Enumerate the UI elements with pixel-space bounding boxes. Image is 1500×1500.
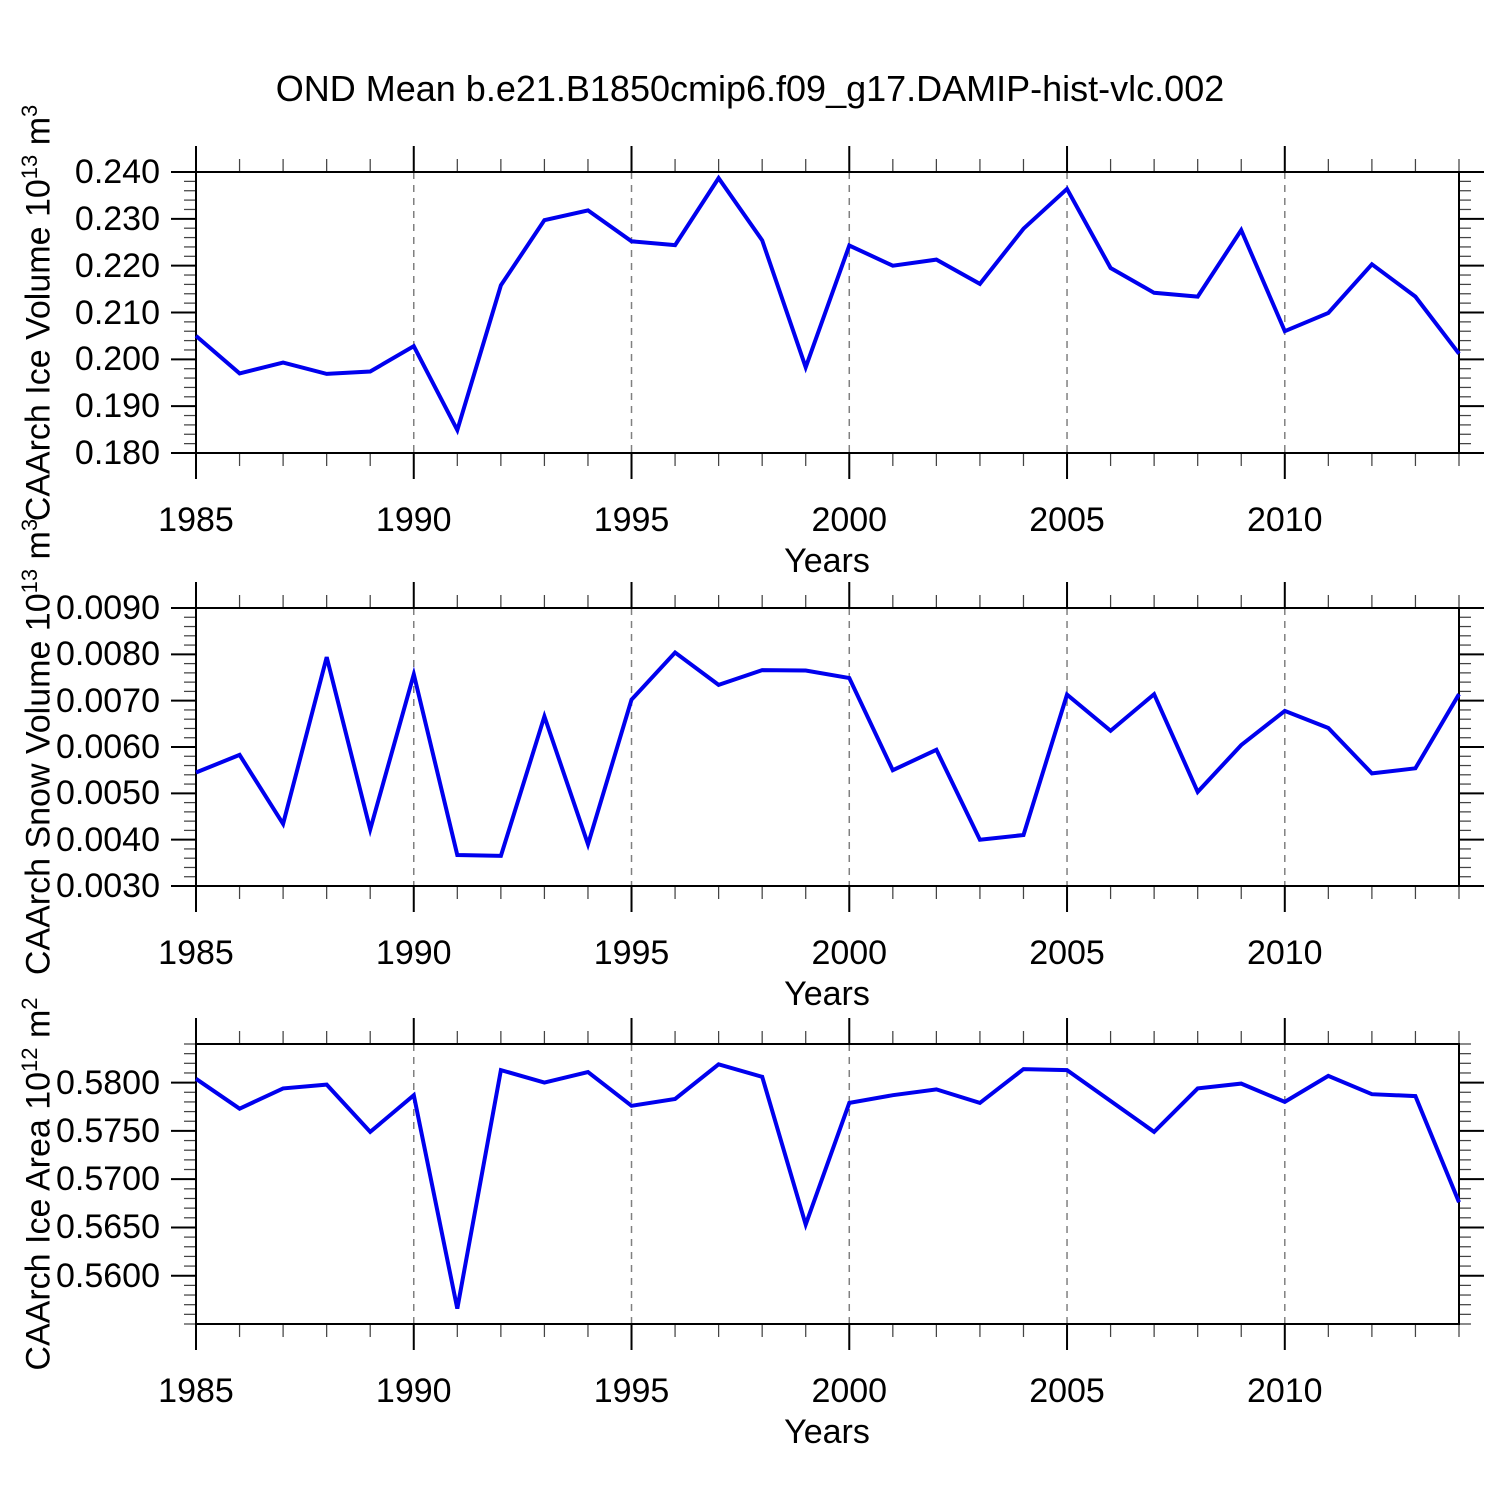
y-axis-title-superscript: 13 [17, 154, 42, 179]
y-axis-title-superscript: 3 [17, 518, 42, 532]
x-tick-label: 1995 [593, 934, 670, 972]
y-tick-label: 0.180 [74, 434, 160, 472]
y-axis-title-text: m [19, 116, 58, 155]
y-tick-label: 0.0030 [56, 867, 160, 905]
y-tick-label: 0.5800 [56, 1063, 160, 1102]
y-tick-label: 0.230 [74, 199, 160, 238]
x-tick-label: 2000 [811, 501, 888, 539]
ice-area-line [194, 1062, 1461, 1309]
y-tick-label: 0.190 [74, 387, 160, 426]
y-tick-label: 0.0070 [56, 681, 160, 720]
y-tick-label: 0.0040 [56, 820, 160, 859]
y-tick-label: 0.5600 [56, 1256, 160, 1295]
x-tick-label: 2010 [1246, 501, 1323, 539]
panel-ice-area [171, 1018, 1484, 1350]
x-tick-label: 2010 [1246, 1372, 1323, 1410]
x-tick-label: 2005 [1029, 501, 1105, 539]
y-tick-label: 0.200 [74, 340, 160, 379]
panel-ice-volume [171, 146, 1484, 479]
y-tick-label: 0.210 [74, 293, 160, 332]
plot-frame [195, 1043, 1460, 1325]
ice-volume-line [194, 174, 1461, 436]
y-axis-title-superscript: 12 [17, 1047, 42, 1072]
x-tick-label: 1990 [375, 934, 452, 972]
x-tick-label: 1990 [375, 501, 452, 539]
y-tick-label: 0.0050 [56, 774, 160, 813]
x-axis-title: Years [784, 1413, 870, 1451]
x-axis-title: Years [784, 975, 870, 1013]
x-tick-label: 1985 [158, 501, 234, 539]
x-tick-label: 2010 [1246, 934, 1323, 972]
plot-frame [195, 607, 1460, 887]
y-axis-title: CAArch Ice Area 1012 m2 [8, 864, 57, 1500]
y-axis-title-superscript: 2 [17, 997, 42, 1010]
y-tick-label: 0.0060 [56, 728, 160, 766]
y-tick-label: 0.0090 [56, 589, 160, 627]
y-axis-title-superscript: 13 [17, 568, 42, 594]
y-tick-label: 0.220 [74, 246, 160, 285]
x-tick-label: 2005 [1029, 934, 1105, 972]
x-tick-label: 1995 [593, 1372, 670, 1410]
y-tick-label: 0.5750 [56, 1111, 160, 1150]
snow-volume-line [195, 649, 1461, 858]
plot-frame [195, 171, 1460, 454]
x-tick-label: 2000 [811, 1372, 888, 1410]
x-tick-label: 2000 [811, 934, 888, 972]
y-tick-label: 0.5650 [56, 1208, 160, 1247]
y-tick-label: 0.240 [74, 153, 160, 191]
y-tick-label: 0.0080 [56, 635, 160, 674]
x-tick-label: 2005 [1029, 1372, 1105, 1410]
y-axis-title-text: CAArch Ice Area 10 [19, 1071, 58, 1371]
x-tick-label: 1985 [158, 934, 234, 972]
figure-title: OND Mean b.e21.B1850cmip6.f09_g17.DAMIP-… [275, 68, 1225, 109]
x-axis-title: Years [784, 542, 870, 580]
x-tick-label: 1985 [158, 1372, 234, 1410]
y-axis-title-text: m [19, 531, 58, 569]
x-tick-label: 1995 [593, 501, 670, 539]
y-axis-title-superscript: 3 [17, 104, 42, 117]
y-tick-label: 0.5700 [56, 1160, 160, 1199]
x-tick-label: 1990 [375, 1372, 452, 1410]
y-axis-title-text: m [19, 1009, 58, 1048]
panel-snow-volume [171, 582, 1484, 912]
